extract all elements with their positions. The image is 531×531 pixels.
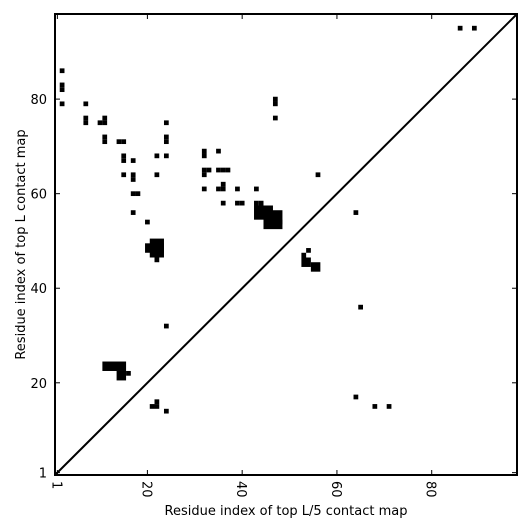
contact-point-top-l (121, 153, 127, 159)
contact-point-top-l (97, 120, 103, 126)
contact-block-top-l (268, 219, 283, 225)
contact-point-top-l (201, 172, 207, 178)
contact-point-top-l (216, 186, 221, 192)
contact-point-top-l (121, 158, 127, 163)
y-tick-label: 60 (30, 188, 47, 203)
contact-point-top-l (135, 191, 141, 197)
contact-point-top-l (163, 153, 169, 159)
x-axis-title: Residue index of top L/5 contact map (165, 504, 408, 519)
contact-point-top-l (225, 167, 231, 173)
contact-point-top-l (83, 101, 89, 107)
contact-point-top-l (457, 25, 463, 31)
contact-point-top-l5 (353, 210, 359, 215)
contact-point-top-l5 (163, 408, 169, 414)
x-tick-label: 1 (48, 481, 63, 489)
y-axis-title: Residue index of top L contact map (14, 129, 29, 359)
contact-point-top-l (254, 186, 259, 192)
contact-point-top-l (121, 139, 127, 145)
contact-point-top-l (59, 82, 65, 88)
contact-point-top-l5 (301, 252, 307, 258)
contact-point-top-l (130, 158, 136, 163)
x-tick-label: 60 (328, 481, 343, 498)
contact-point-top-l (59, 87, 65, 93)
contact-point-top-l (102, 134, 108, 140)
plot-frame (54, 13, 518, 476)
contact-point-top-l (116, 139, 122, 145)
contact-point-top-l (163, 120, 169, 126)
contact-point-top-l5 (149, 404, 155, 409)
contact-marks (59, 25, 477, 414)
contact-point-top-l (83, 120, 89, 126)
axis-ticks: 1 20 40 60 80 1 20 40 60 80 (30, 14, 517, 498)
contact-point-top-l (216, 148, 221, 154)
x-tick-label: 80 (423, 481, 438, 498)
contact-point-top-l (272, 101, 278, 107)
contact-point-top-l (102, 120, 108, 126)
contact-point-top-l5 (306, 248, 311, 253)
contact-point-top-l (130, 191, 136, 197)
contact-point-top-l (163, 139, 169, 145)
contact-point-top-l (201, 148, 207, 154)
contact-block-top-l5 (126, 370, 131, 376)
contact-point-top-l5 (353, 394, 359, 400)
contact-point-top-l (145, 219, 150, 225)
contact-point-top-l (235, 186, 240, 192)
contact-point-top-l5 (154, 404, 160, 409)
contact-point-top-l (201, 153, 207, 159)
contact-point-top-l (254, 200, 259, 206)
contact-point-top-l (59, 68, 65, 74)
contact-block-top-l5 (310, 262, 321, 272)
x-tick-label: 20 (138, 481, 153, 498)
contact-point-top-l (216, 167, 221, 173)
contact-point-top-l (258, 200, 264, 206)
contact-block-top-l5 (102, 361, 127, 371)
contact-point-top-l (154, 153, 160, 159)
contact-block-top-l5 (301, 257, 311, 267)
contact-point-top-l (121, 172, 127, 178)
contact-point-top-l (272, 115, 278, 121)
contact-point-top-l5 (163, 323, 169, 329)
y-tick-label: 40 (30, 282, 47, 297)
contact-point-top-l (83, 115, 89, 121)
contact-point-top-l (239, 200, 245, 206)
contact-point-top-l (235, 200, 240, 206)
y-tick-label: 1 (39, 467, 47, 482)
contact-point-top-l (315, 172, 321, 178)
contact-point-top-l5 (154, 399, 160, 405)
contact-block-top-l5 (116, 370, 127, 381)
contact-point-top-l (130, 172, 136, 178)
contact-point-top-l (206, 167, 212, 173)
contact-point-top-l (471, 25, 477, 31)
y-tick-label: 20 (30, 377, 47, 392)
x-tick-label: 40 (233, 481, 248, 498)
y-tick-label: 80 (30, 93, 47, 108)
contact-point-top-l (220, 181, 226, 187)
contact-point-top-l (59, 101, 65, 107)
contact-point-top-l5 (358, 304, 363, 310)
contact-point-top-l (220, 186, 226, 192)
contact-point-top-l (154, 172, 160, 178)
contact-point-top-l (163, 134, 169, 140)
contact-point-top-l (201, 186, 207, 192)
contact-point-top-l (201, 167, 207, 173)
contact-point-top-l (220, 200, 226, 206)
contact-point-top-l (130, 210, 136, 215)
contact-point-top-l (130, 177, 136, 182)
contact-point-top-l5 (386, 404, 392, 409)
contact-point-top-l (102, 139, 108, 145)
contact-point-top-l (272, 96, 278, 102)
contact-block-top-l (154, 257, 160, 263)
contact-block-top-l (149, 238, 164, 258)
contact-point-top-l (102, 115, 108, 121)
diagonal-line (54, 13, 518, 476)
contact-point-top-l5 (372, 404, 378, 409)
contact-point-top-l (220, 167, 226, 173)
